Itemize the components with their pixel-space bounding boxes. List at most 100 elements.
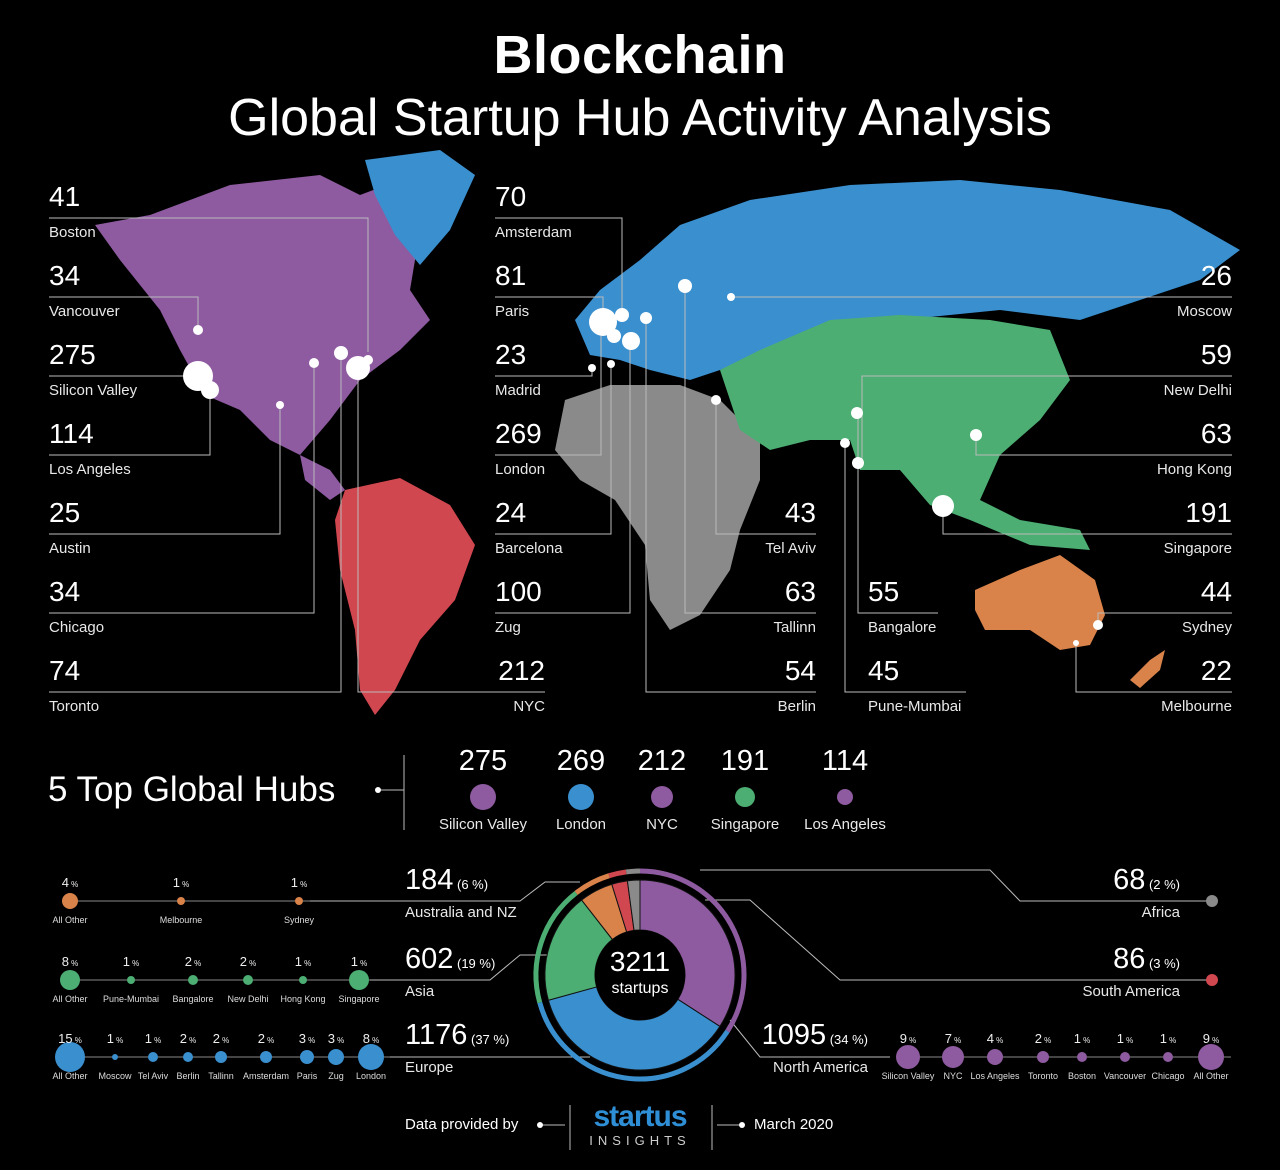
row-label: New Delhi — [227, 994, 269, 1004]
hub-dot — [970, 429, 982, 441]
percent-sign: % — [369, 1036, 380, 1045]
percent-value: 1 — [106, 1031, 114, 1046]
row-label: Tallinn — [208, 1071, 234, 1081]
row-dot — [1077, 1052, 1087, 1062]
region-name: Europe — [405, 1059, 454, 1076]
hub-dot — [607, 329, 621, 343]
donut-hole — [595, 930, 685, 1020]
hub-name: Amsterdam — [495, 224, 572, 241]
hub-value: 41 — [49, 181, 81, 212]
region-value: 86 (3 %) — [940, 943, 1180, 976]
hub-name: Chicago — [49, 619, 105, 636]
row-label: Toronto — [1027, 1071, 1059, 1081]
row-dot — [127, 976, 135, 984]
hub-dot — [589, 308, 617, 336]
row-percent: 2 % — [246, 1031, 286, 1046]
hub-value: 54 — [784, 655, 816, 686]
percent-value: 1 — [144, 1031, 152, 1046]
row-dot — [942, 1046, 964, 1068]
row-dot — [148, 1052, 158, 1062]
percent-value: 1 — [122, 954, 130, 969]
row-dot — [183, 1052, 193, 1062]
region-count: 1095 — [761, 1019, 827, 1051]
hub-value: 25 — [49, 497, 81, 528]
region-connector — [705, 899, 1212, 981]
startus-logo-subtitle: INSIGHTS — [589, 1133, 691, 1148]
hub-name: Barcelona — [495, 540, 563, 557]
row-percent: 1 % — [111, 954, 151, 969]
region-name: Africa — [1141, 904, 1180, 921]
percent-value: 8 — [61, 954, 69, 969]
footer-separators — [540, 1105, 742, 1150]
hub-name: New Delhi — [1163, 382, 1232, 399]
top-hub-name: Los Angeles — [804, 816, 886, 833]
leader-line — [49, 405, 281, 535]
percent-value: 4 — [61, 875, 69, 890]
percent-sign: % — [113, 1036, 124, 1045]
percent-value: 2 — [1034, 1031, 1042, 1046]
hub-dot — [201, 381, 219, 399]
region-connector — [310, 881, 580, 902]
row-label: Sydney — [283, 915, 315, 925]
row-label: Amsterdam — [242, 1071, 289, 1081]
leader-line — [495, 364, 612, 535]
row-dot — [188, 975, 198, 985]
row-percent: 2 % — [1023, 1031, 1063, 1046]
hub-dot — [334, 346, 348, 360]
top-hubs-label: 5 Top Global Hubs — [48, 770, 336, 809]
region-percent: (2 %) — [1145, 877, 1180, 892]
hub-value: 24 — [495, 497, 527, 528]
leader-line — [1075, 643, 1232, 693]
leader-line — [357, 368, 545, 693]
hub-dot — [640, 312, 652, 324]
row-percent: 8 % — [351, 1031, 391, 1046]
leader-line — [495, 341, 631, 614]
row-dot — [896, 1045, 920, 1069]
leader-line — [495, 322, 602, 456]
leader-line — [495, 217, 623, 315]
percent-value: 3 — [298, 1031, 306, 1046]
hub-name: Tel Aviv — [765, 540, 816, 557]
row-percent: 8 % — [50, 954, 90, 969]
top-hub-dot — [568, 784, 594, 810]
percent-sign: % — [186, 1036, 197, 1045]
percent-value: 1 — [1116, 1031, 1124, 1046]
leader-line — [715, 400, 816, 535]
footer-bullet — [537, 1122, 543, 1128]
hub-dot — [678, 279, 692, 293]
donut-total: 3211 — [609, 946, 671, 977]
percent-sign: % — [129, 959, 140, 968]
hub-dot — [363, 355, 373, 365]
row-percent: 2 % — [168, 1031, 208, 1046]
page-subtitle: Global Startup Hub Activity Analysis — [228, 89, 1052, 147]
row-label: Vancouver — [1103, 1071, 1147, 1081]
region-count: 68 — [1113, 864, 1146, 896]
percent-value: 2 — [212, 1031, 220, 1046]
leader-line — [49, 217, 369, 352]
region-percent: (6 %) — [453, 877, 489, 892]
row-label: All Other — [52, 1071, 88, 1081]
footer-date: March 2020 — [754, 1116, 834, 1133]
hub-value: 43 — [784, 497, 816, 528]
percent-value: 2 — [239, 954, 247, 969]
percent-value: 1 — [1073, 1031, 1081, 1046]
leader-line — [861, 375, 1232, 463]
region-value: 1176 (37 %) — [405, 1019, 509, 1052]
row-dot — [215, 1051, 227, 1063]
top-hubs-bracket — [378, 755, 405, 830]
percent-sign: % — [305, 1036, 316, 1045]
row-percent: 3 % — [316, 1031, 356, 1046]
region-name: Australia and NZ — [405, 904, 517, 921]
region-value: 184 (6 %) — [405, 864, 488, 897]
hub-name: NYC — [513, 698, 545, 715]
hub-name: London — [495, 461, 546, 478]
region-count: 602 — [405, 943, 454, 975]
percent-sign: % — [264, 1036, 275, 1045]
top-hub-name: London — [555, 816, 607, 833]
hub-value: 275 — [49, 339, 96, 370]
row-label: Boston — [1067, 1071, 1097, 1081]
hub-value: 191 — [1185, 497, 1232, 528]
percent-sign: % — [297, 880, 308, 889]
row-label: All Other — [52, 915, 88, 925]
